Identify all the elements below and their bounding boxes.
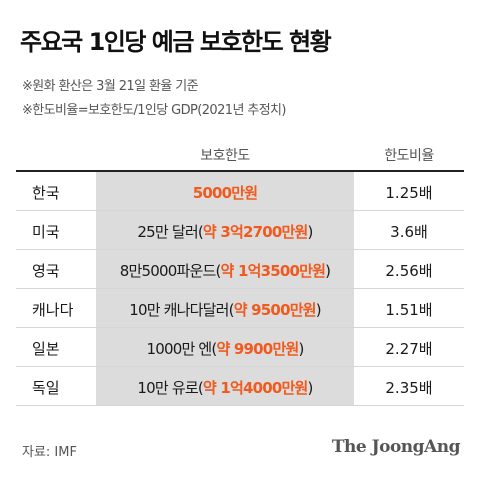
country-label: 영국	[32, 262, 60, 280]
table-row: 영국 8만5000파운드(약 1억3500만원) 2.56배	[16, 250, 464, 289]
country-label: 캐나다	[32, 301, 74, 319]
country-label: 일본	[32, 340, 60, 358]
amount-won: 약 1억4000만원	[202, 379, 308, 397]
table-row: 일본 1000만 엔(약 9900만원) 2.27배	[16, 328, 464, 367]
protection-amount: 10만 유로(약 1억4000만원)	[96, 377, 354, 398]
protection-column-background	[96, 172, 354, 406]
protection-amount: 5000만원	[96, 182, 354, 203]
protection-amount: 8만5000파운드(약 1억3500만원)	[96, 260, 354, 281]
country-label: 독일	[32, 379, 60, 397]
table-row: 한국 5000만원 1.25배	[16, 172, 464, 211]
amount-won: 약 3억2700만원	[202, 223, 308, 241]
limit-ratio: 1.25배	[385, 184, 433, 202]
note-ratio-definition: ※한도비율=보호한도/1인당 GDP(2021년 추정치)	[22, 103, 287, 118]
source-note: 자료: IMF	[22, 445, 77, 460]
header-divider	[16, 170, 464, 172]
header-limit-ratio: 한도비율	[384, 148, 434, 164]
country-label: 미국	[32, 223, 60, 241]
limit-ratio: 3.6배	[390, 223, 428, 241]
limit-ratio: 2.27배	[385, 340, 433, 358]
amount-close: )	[307, 379, 314, 397]
amount-original: 8만5000파운드(	[119, 262, 222, 280]
publisher-logo: The JoongAng	[331, 437, 461, 457]
amount-won: 약 9500만원	[233, 301, 317, 319]
page-title: 주요국 1인당 예금 보호한도 현황	[20, 28, 332, 56]
amount-close: )	[315, 301, 322, 319]
protection-amount: 1000만 엔(약 9900만원)	[96, 338, 354, 359]
amount-original: 1000만 엔(	[146, 340, 217, 358]
limit-ratio: 2.35배	[385, 379, 433, 397]
limit-ratio: 1.51배	[385, 301, 433, 319]
table-row: 캐나다 10만 캐나다달러(약 9500만원) 1.51배	[16, 289, 464, 328]
table-row: 미국 25만 달러(약 3억2700만원) 3.6배	[16, 211, 464, 250]
protection-amount: 10만 캐나다달러(약 9500만원)	[96, 299, 354, 320]
note-exchange-rate: ※원화 환산은 3월 21일 환율 기준	[22, 79, 199, 94]
limit-ratio: 2.56배	[385, 262, 433, 280]
protection-amount: 25만 달러(약 3억2700만원)	[96, 221, 354, 242]
amount-close: )	[298, 340, 304, 358]
amount-original: 10만 캐나다달러(	[129, 301, 234, 319]
amount-original: 10만 유로(	[137, 379, 203, 397]
country-label: 한국	[32, 184, 60, 202]
header-protection-limit: 보호한도	[200, 148, 250, 164]
amount-close: )	[325, 262, 331, 280]
table-row: 독일 10만 유로(약 1억4000만원) 2.35배	[16, 367, 464, 406]
amount-close: )	[307, 223, 314, 241]
amount-original: 25만 달러(	[137, 223, 203, 241]
amount-won: 약 9900만원	[216, 340, 299, 358]
amount-won: 5000만원	[192, 184, 258, 202]
amount-won: 약 1억3500만원	[220, 262, 326, 280]
